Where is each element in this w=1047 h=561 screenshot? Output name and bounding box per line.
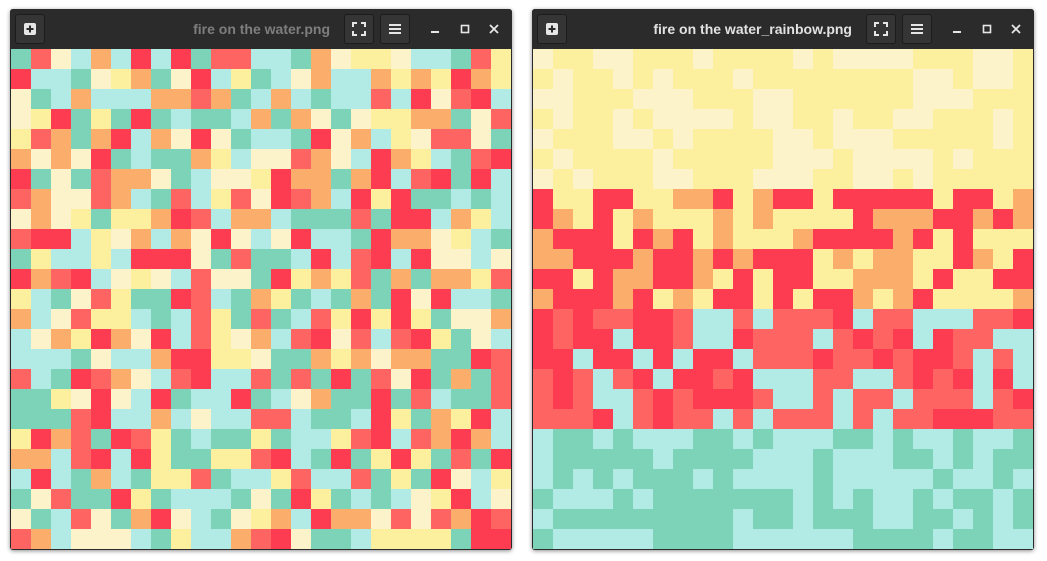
image-viewer-window-left[interactable]: fire on the water.png	[10, 9, 512, 550]
maximize-button[interactable]	[977, 19, 997, 39]
window-title: fire on the water.png	[193, 21, 330, 37]
minimize-button[interactable]	[425, 19, 445, 39]
minimize-icon	[431, 31, 439, 33]
titlebar[interactable]: fire on the water_rainbow.png	[532, 9, 1034, 49]
maximize-icon	[982, 24, 992, 34]
image-viewer-window-right[interactable]: fire on the water_rainbow.png	[532, 9, 1034, 550]
fullscreen-button[interactable]	[866, 14, 896, 44]
titlebar[interactable]: fire on the water.png	[10, 9, 512, 49]
fullscreen-button[interactable]	[344, 14, 374, 44]
maximize-icon	[460, 24, 470, 34]
pixel-image-canvas[interactable]	[11, 49, 511, 549]
add-icon	[546, 23, 558, 35]
pixel-image-canvas[interactable]	[533, 49, 1033, 549]
close-button[interactable]	[1006, 19, 1026, 39]
add-icon	[24, 23, 36, 35]
fullscreen-icon	[874, 22, 888, 36]
menu-button[interactable]	[902, 14, 932, 44]
close-icon	[489, 24, 499, 34]
fullscreen-icon	[352, 22, 366, 36]
hamburger-menu-icon	[911, 24, 923, 34]
close-button[interactable]	[484, 19, 504, 39]
minimize-button[interactable]	[947, 19, 967, 39]
maximize-button[interactable]	[455, 19, 475, 39]
minimize-icon	[953, 31, 961, 33]
hamburger-menu-icon	[389, 24, 401, 34]
window-title: fire on the water_rainbow.png	[653, 21, 852, 37]
add-button[interactable]	[15, 14, 45, 44]
menu-button[interactable]	[380, 14, 410, 44]
close-icon	[1011, 24, 1021, 34]
add-button[interactable]	[537, 14, 567, 44]
